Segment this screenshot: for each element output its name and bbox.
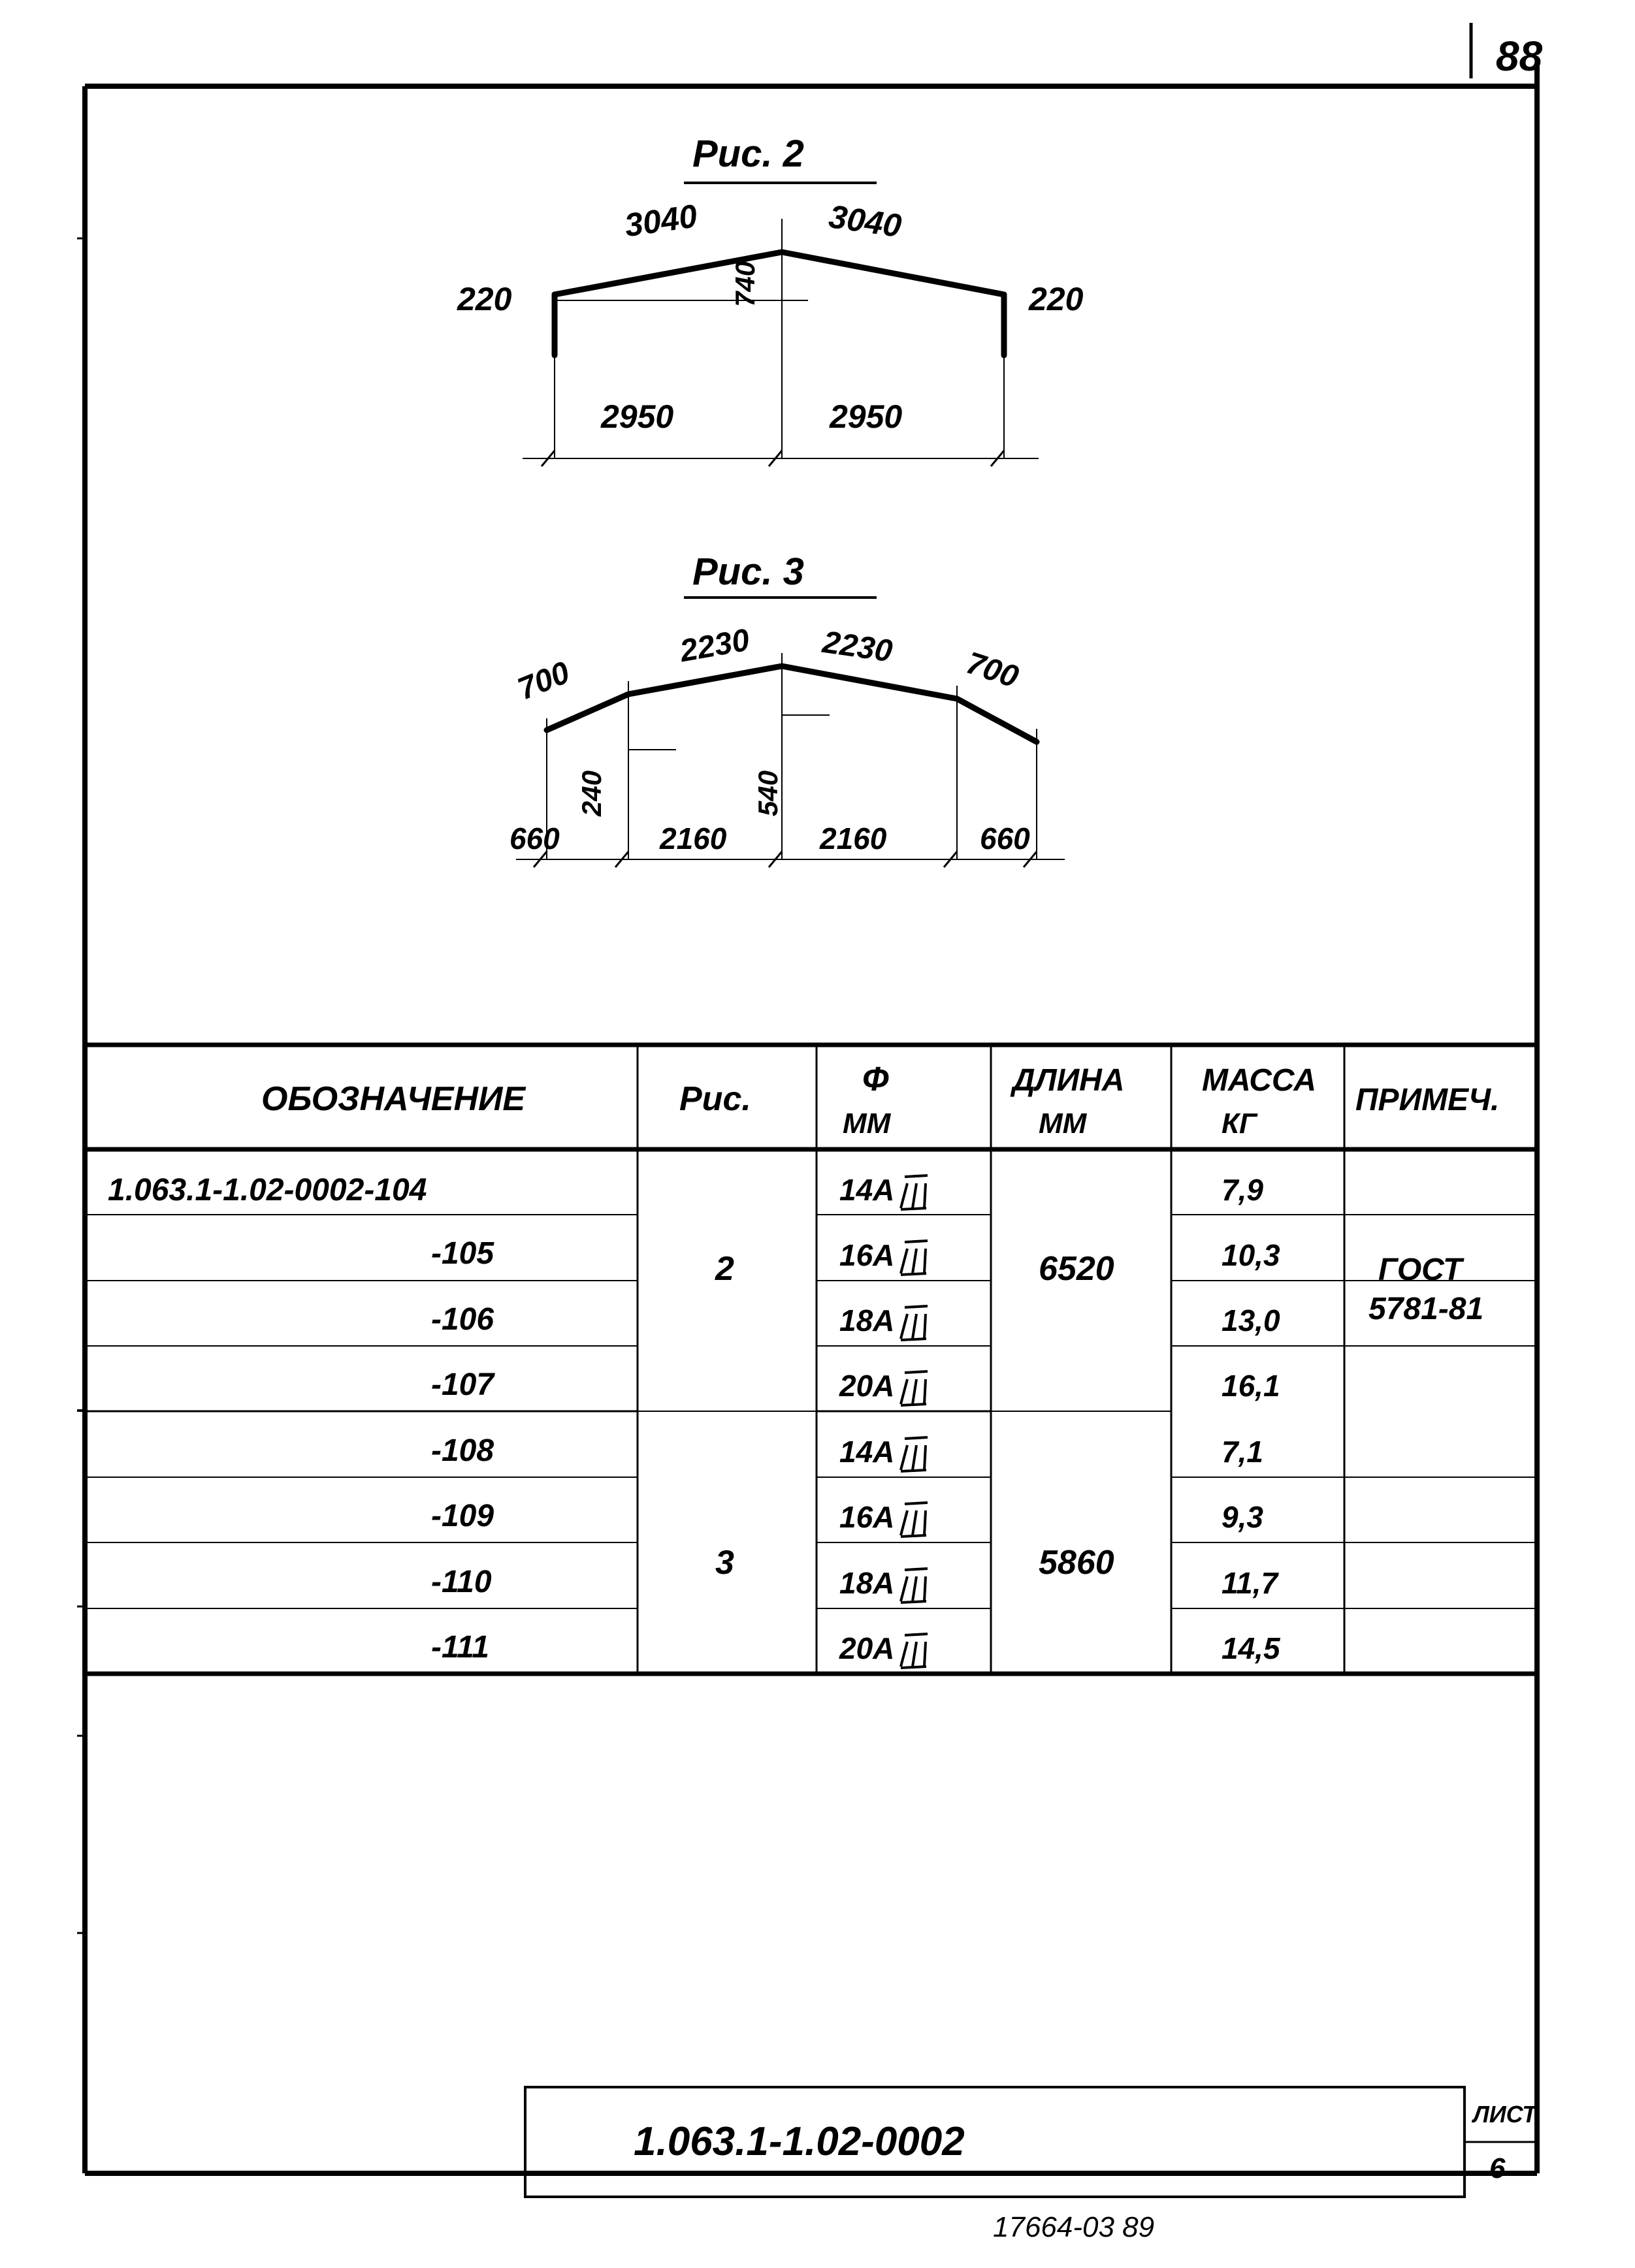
svg-text:700: 700 [513,655,574,707]
svg-text:-110: -110 [431,1565,492,1599]
svg-text:5781-81: 5781-81 [1368,1292,1483,1326]
svg-text:220: 220 [1028,281,1084,317]
svg-text:1.063.1-1.02-0002-104: 1.063.1-1.02-0002-104 [108,1173,427,1207]
svg-text:кг: кг [1222,1108,1258,1140]
svg-text:1.063.1-1.02-0002: 1.063.1-1.02-0002 [634,2119,965,2164]
svg-text:2230: 2230 [820,625,894,669]
svg-text:9,3: 9,3 [1222,1500,1263,1534]
svg-text:6: 6 [1489,2152,1506,2184]
svg-text:2230: 2230 [677,622,753,669]
svg-text:7,1: 7,1 [1222,1435,1263,1469]
svg-text:740: 740 [730,261,760,307]
svg-text:Рис.: Рис. [679,1080,751,1118]
svg-text:-106: -106 [431,1302,494,1337]
svg-text:220: 220 [457,281,512,317]
svg-text:3040: 3040 [826,198,903,244]
svg-text:-105: -105 [431,1236,494,1271]
svg-text:2: 2 [715,1250,734,1288]
svg-text:11,7: 11,7 [1222,1566,1280,1600]
svg-text:14,5: 14,5 [1222,1631,1281,1665]
svg-text:6520: 6520 [1039,1250,1114,1288]
svg-text:Примеч.: Примеч. [1355,1083,1499,1117]
svg-text:2160: 2160 [659,822,727,855]
svg-text:3: 3 [715,1544,734,1582]
svg-text:-108: -108 [431,1433,494,1468]
svg-text:660: 660 [980,822,1030,855]
svg-text:20А: 20А [839,1369,894,1403]
svg-text:Масса: Масса [1202,1063,1316,1098]
svg-text:Лист: Лист [1471,2101,1538,2128]
svg-text:мм: мм [1039,1108,1088,1140]
svg-text:мм: мм [843,1108,892,1140]
svg-text:16,1: 16,1 [1222,1369,1280,1403]
svg-text:660: 660 [510,822,560,855]
svg-text:2160: 2160 [819,822,887,855]
svg-text:2950: 2950 [600,398,673,435]
svg-text:-109: -109 [431,1499,494,1533]
svg-text:540: 540 [753,771,783,816]
svg-text:Рис. 2: Рис. 2 [692,133,804,175]
svg-text:Длина: Длина [1010,1063,1125,1098]
svg-text:ф: ф [862,1061,889,1098]
svg-text:14А: 14А [839,1435,894,1469]
svg-text:Обозначение: Обозначение [261,1080,526,1118]
svg-text:17664-03 89: 17664-03 89 [993,2211,1154,2243]
svg-text:13,0: 13,0 [1222,1303,1280,1337]
svg-text:18А: 18А [839,1566,894,1600]
svg-text:14А: 14А [839,1173,894,1207]
svg-text:ГОСТ: ГОСТ [1378,1253,1465,1287]
svg-text:88: 88 [1496,33,1543,80]
svg-text:7,9: 7,9 [1222,1173,1263,1207]
svg-text:-111: -111 [431,1630,489,1665]
svg-text:5860: 5860 [1039,1544,1114,1582]
svg-text:Рис. 3: Рис. 3 [692,551,804,593]
svg-text:2950: 2950 [829,398,902,435]
svg-text:16А: 16А [839,1500,894,1534]
svg-text:3040: 3040 [623,197,700,244]
svg-text:700: 700 [962,646,1023,695]
svg-text:20А: 20А [839,1631,894,1665]
svg-text:16А: 16А [839,1238,894,1272]
svg-text:18А: 18А [839,1303,894,1337]
svg-text:10,3: 10,3 [1222,1238,1280,1272]
svg-text:240: 240 [576,771,607,817]
svg-text:-107: -107 [431,1367,495,1402]
